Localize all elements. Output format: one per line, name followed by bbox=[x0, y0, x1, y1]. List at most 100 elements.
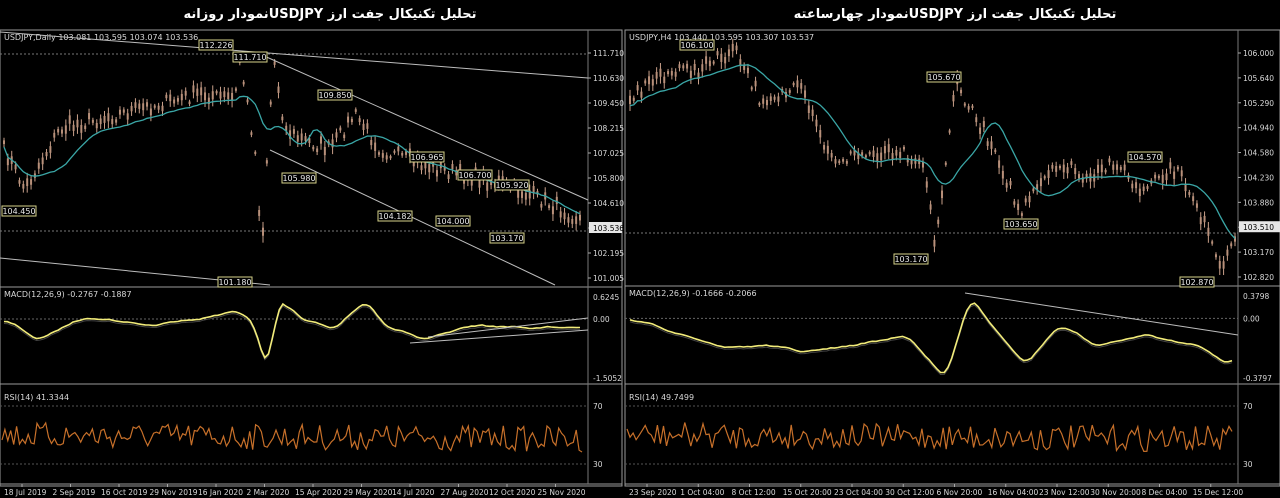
candle-body bbox=[1180, 170, 1183, 177]
candle-body bbox=[804, 90, 807, 98]
candle-body bbox=[579, 214, 581, 221]
candle-body bbox=[319, 136, 322, 144]
left-price-label: 103.170 bbox=[490, 234, 523, 243]
candle-body bbox=[663, 76, 666, 84]
candle-body bbox=[788, 90, 791, 93]
candle-body bbox=[1001, 170, 1004, 179]
candle-body bbox=[1119, 166, 1122, 170]
left-price-label: 105.980 bbox=[282, 174, 315, 183]
right-time-axis-label: 8 Oct 12:00 bbox=[732, 488, 776, 497]
left-price-axis-label: 107.025 bbox=[593, 149, 624, 158]
candle-body bbox=[716, 51, 719, 56]
candle-body bbox=[648, 76, 651, 85]
candle-body bbox=[532, 186, 535, 194]
left-rsi-header: RSI(14) 41.3344 bbox=[4, 393, 69, 402]
left-macd-axis-label: -1.5052 bbox=[593, 374, 622, 383]
left-price-label: 104.450 bbox=[2, 207, 35, 216]
candle-body bbox=[655, 71, 658, 79]
left-price-label: 101.180 bbox=[218, 278, 251, 287]
candle-body bbox=[720, 53, 723, 62]
right-rsi-line bbox=[626, 421, 1233, 453]
candle-body bbox=[1081, 177, 1084, 183]
candle-body bbox=[807, 105, 810, 113]
candle-body bbox=[724, 57, 727, 64]
left-price-label-box bbox=[494, 179, 530, 191]
left-price-label-box bbox=[409, 151, 445, 163]
candle-body bbox=[377, 152, 380, 155]
candle-body bbox=[381, 153, 384, 158]
candle-body bbox=[1165, 173, 1168, 181]
candle-body bbox=[880, 152, 883, 161]
candle-body bbox=[548, 205, 551, 208]
right-price-axis-label: 104.580 bbox=[1243, 149, 1274, 158]
candle-body bbox=[478, 179, 481, 188]
candle-body bbox=[285, 125, 288, 131]
candle-body bbox=[234, 88, 237, 91]
right-price-axis-label: 103.880 bbox=[1243, 198, 1274, 207]
candle-body bbox=[107, 113, 110, 122]
candle-body bbox=[842, 159, 845, 162]
candle-body bbox=[925, 181, 928, 188]
candle-body bbox=[262, 227, 265, 236]
candle-body bbox=[758, 103, 761, 106]
right-time-axis-label: 23 Sep 2020 bbox=[629, 488, 677, 497]
left-price-label-box bbox=[489, 232, 525, 244]
candle-body bbox=[138, 103, 141, 109]
candle-body bbox=[1161, 174, 1164, 183]
candle-body bbox=[986, 141, 989, 146]
candle-body bbox=[1230, 243, 1233, 247]
candle-body bbox=[45, 151, 48, 157]
left-price-label: 105.920 bbox=[495, 181, 528, 190]
candle-body bbox=[370, 139, 373, 146]
candle-body bbox=[849, 151, 852, 154]
candle-body bbox=[300, 133, 303, 141]
candle-body bbox=[990, 141, 993, 149]
candle-body bbox=[1039, 178, 1042, 187]
candle-body bbox=[1058, 165, 1061, 169]
candle-body bbox=[1123, 164, 1126, 171]
candle-body bbox=[1097, 164, 1100, 173]
candle-body bbox=[1135, 182, 1138, 189]
candle-body bbox=[281, 116, 284, 121]
left-price-axis-label: 110.630 bbox=[593, 74, 624, 83]
candle-body bbox=[1222, 261, 1225, 269]
candle-body bbox=[88, 113, 91, 120]
candle-body bbox=[735, 45, 738, 51]
right-macd-line bbox=[629, 302, 1233, 374]
right-frame bbox=[624, 29, 1280, 487]
left-rsi-axis-label: 30 bbox=[593, 460, 603, 469]
right-macd-axis-label: -0.3797 bbox=[1243, 374, 1272, 383]
candle-body bbox=[447, 174, 450, 179]
candle-body bbox=[405, 151, 408, 155]
candle-body bbox=[1013, 201, 1016, 205]
candle-body bbox=[204, 92, 207, 101]
candle-body bbox=[800, 83, 803, 89]
right-price-label-box bbox=[926, 71, 962, 83]
left-time-axis-label: 16 Oct 2019 bbox=[101, 488, 148, 497]
candle-body bbox=[944, 162, 947, 165]
left-price-axis-label: 105.800 bbox=[593, 174, 624, 183]
candle-body bbox=[929, 204, 932, 210]
right-price-label-box bbox=[1179, 276, 1215, 288]
candle-body bbox=[22, 183, 25, 189]
candle-body bbox=[1066, 167, 1069, 174]
candle-body bbox=[883, 146, 886, 154]
candle-body bbox=[451, 164, 454, 170]
right-macd-trendline bbox=[964, 292, 1239, 336]
candle-body bbox=[540, 203, 543, 208]
candle-body bbox=[830, 153, 833, 158]
candle-body bbox=[1074, 168, 1077, 175]
candle-body bbox=[366, 123, 369, 129]
candle-body bbox=[708, 60, 711, 67]
candle-body bbox=[563, 212, 566, 220]
candle-body bbox=[41, 157, 44, 165]
candle-body bbox=[701, 64, 704, 72]
candle-body bbox=[967, 106, 970, 110]
candle-body bbox=[651, 79, 654, 86]
candle-body bbox=[304, 136, 307, 141]
candle-body bbox=[1184, 183, 1187, 192]
left-macd-signal bbox=[3, 305, 581, 361]
candle-body bbox=[845, 161, 848, 164]
candle-body bbox=[686, 63, 689, 69]
candle-body bbox=[861, 152, 864, 156]
